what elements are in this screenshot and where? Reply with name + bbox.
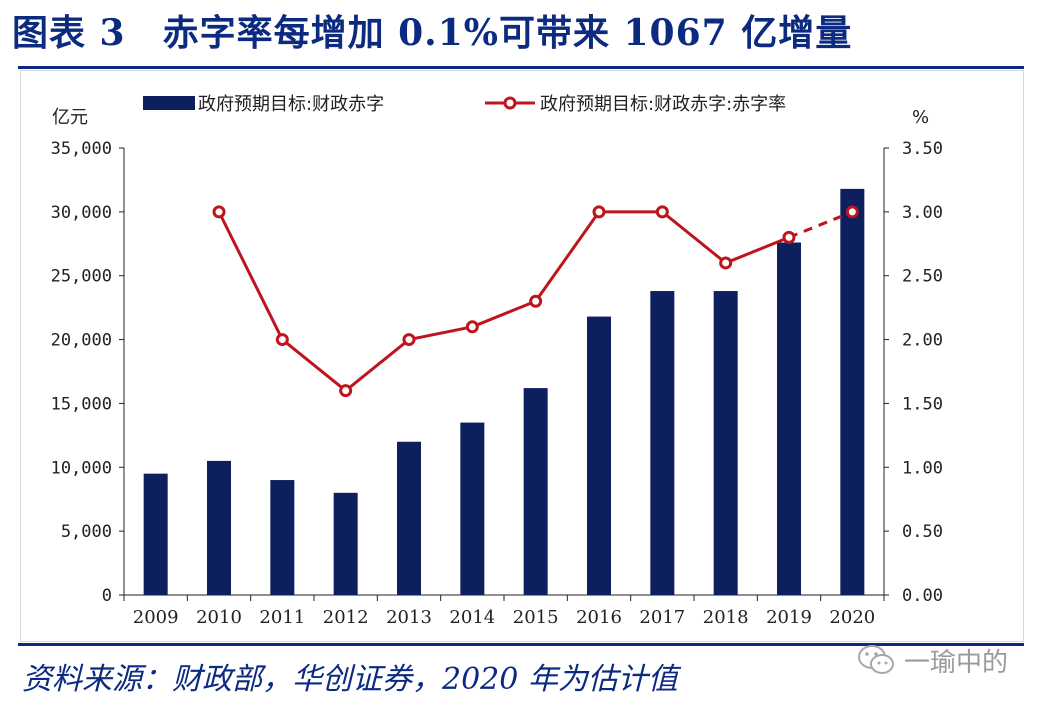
bar (777, 242, 801, 595)
line-point (402, 333, 416, 347)
line-point (212, 205, 226, 219)
bar (333, 492, 358, 595)
legend-line-label: 政府预期目标:财政赤字:赤字率 (540, 94, 786, 115)
bar (460, 422, 485, 595)
x-tick-label: 2012 (323, 607, 369, 628)
right-tick-label: 3.50 (902, 139, 943, 159)
line-point (655, 205, 669, 219)
line-point (845, 205, 859, 219)
x-tick-label: 2010 (196, 607, 242, 628)
line-segment (534, 210, 601, 303)
x-tick-label: 2016 (576, 607, 622, 628)
legend-bar-swatch (143, 96, 195, 110)
line-segment (725, 236, 790, 265)
line-point (339, 384, 353, 398)
watermark: 一瑜中的 (856, 640, 1008, 680)
title-rule (18, 66, 1024, 69)
line-point (782, 230, 796, 244)
watermark-text: 一瑜中的 (904, 647, 1009, 678)
source-note: 资料来源：财政部，华创证券，2020 年为估计值 (22, 662, 678, 697)
right-tick-label: 3.00 (902, 203, 943, 223)
x-tick-label: 2017 (639, 607, 685, 628)
bar (207, 460, 231, 595)
left-tick-label: 35,000 (51, 139, 112, 159)
left-tick-label: 10,000 (51, 458, 112, 478)
right-tick-label: 0.50 (902, 522, 943, 542)
bar (143, 473, 168, 595)
x-tick-label: 2020 (829, 607, 875, 628)
x-tick-label: 2014 (449, 607, 495, 628)
bar (523, 388, 548, 595)
right-tick-label: 2.50 (902, 267, 943, 287)
x-tick-label: 2015 (513, 607, 559, 628)
line-segment (408, 325, 473, 342)
left-tick-label: 15,000 (51, 394, 112, 414)
right-axis-unit: % (912, 107, 929, 128)
right-tick-label: 1.50 (902, 394, 943, 414)
x-tick-label: 2019 (766, 607, 812, 628)
line-segment (661, 210, 727, 265)
bar (650, 291, 675, 595)
line-point (529, 294, 543, 308)
line-segment (471, 299, 537, 329)
legend-bar-label: 政府预期目标:财政赤字 (198, 94, 384, 115)
left-tick-label: 5,000 (61, 522, 112, 542)
left-tick-label: 0 (102, 586, 112, 606)
x-tick-label: 2009 (133, 607, 179, 628)
x-tick-label: 2013 (386, 607, 432, 628)
left-tick-label: 20,000 (51, 331, 112, 351)
x-tick-label: 2011 (259, 607, 305, 628)
line-segment (281, 338, 347, 392)
bar (270, 480, 295, 595)
line-segment-estimate (788, 210, 853, 239)
bar (587, 316, 611, 595)
bar (840, 188, 865, 595)
figure-title: 图表 3 赤字率每增加 0.1%可带来 1067 亿增量 (12, 12, 853, 54)
wechat-icon (858, 645, 894, 674)
left-tick-label: 25,000 (51, 267, 112, 287)
bar (397, 441, 421, 595)
legend-line-marker (503, 96, 517, 110)
line-point (465, 320, 479, 334)
right-tick-label: 0.00 (902, 586, 943, 606)
line-point (592, 205, 606, 219)
source-rule (18, 643, 1024, 646)
line-point (719, 256, 733, 270)
right-tick-label: 1.00 (902, 458, 943, 478)
x-tick-label: 2018 (703, 607, 749, 628)
line-segment (217, 211, 284, 341)
left-axis-unit: 亿元 (52, 107, 88, 128)
chart-frame (20, 70, 1024, 642)
left-tick-label: 30,000 (51, 203, 112, 223)
line-segment (344, 338, 410, 392)
line-point (275, 333, 289, 347)
right-tick-label: 2.00 (902, 331, 943, 351)
bar (713, 291, 738, 595)
